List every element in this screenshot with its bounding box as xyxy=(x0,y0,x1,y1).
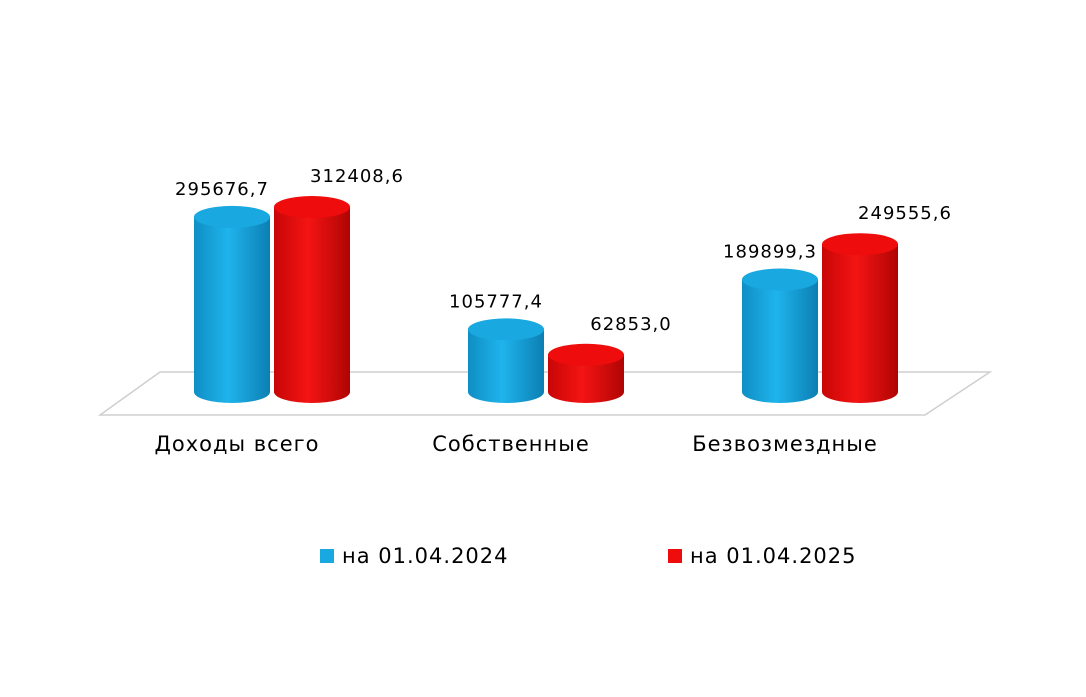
legend: на 01.04.2024 на 01.04.2025 xyxy=(320,544,857,568)
data-label: 249555,6 xyxy=(858,203,952,224)
bar-top xyxy=(194,205,270,228)
bars-layer xyxy=(194,196,898,403)
bar-body xyxy=(194,216,270,403)
bar-top xyxy=(274,196,350,218)
bar-body xyxy=(822,244,898,403)
bar-top xyxy=(822,233,898,256)
bar-top xyxy=(742,268,818,291)
data-label: 312408,6 xyxy=(310,166,404,187)
bar-2-1 xyxy=(822,233,898,403)
bar-body xyxy=(548,354,624,403)
legend-swatch xyxy=(320,549,334,563)
bar-1-1 xyxy=(548,343,624,403)
bar-1-0 xyxy=(468,318,544,403)
bar-top xyxy=(548,343,624,366)
data-label: 189899,3 xyxy=(723,242,817,263)
legend-label: на 01.04.2024 xyxy=(342,544,509,568)
category-label: Доходы всего xyxy=(154,432,319,456)
bar-body xyxy=(274,207,350,403)
bar-0-1 xyxy=(274,196,350,403)
bar-top xyxy=(468,318,544,341)
legend-label: на 01.04.2025 xyxy=(690,544,857,568)
legend-item-1: на 01.04.2025 xyxy=(668,544,857,568)
bar-body xyxy=(742,279,818,403)
data-label: 295676,7 xyxy=(175,179,269,200)
category-label: Собственные xyxy=(432,432,590,456)
bar-body xyxy=(468,329,544,403)
legend-item-0: на 01.04.2024 xyxy=(320,544,509,568)
category-label: Безвозмездные xyxy=(692,432,878,456)
bar-0-0 xyxy=(194,205,270,403)
data-label: 62853,0 xyxy=(590,314,671,335)
legend-swatch xyxy=(668,549,682,563)
data-label: 105777,4 xyxy=(449,291,543,312)
labels-layer: 295676,7 312408,6 Доходы всего 105777,4 6285… xyxy=(154,166,952,456)
bar-2-0 xyxy=(742,268,818,403)
